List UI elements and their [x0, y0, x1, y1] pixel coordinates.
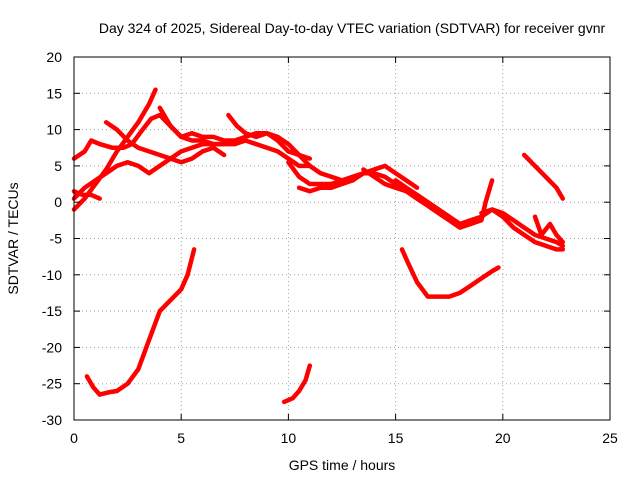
series-line-7 [226, 112, 355, 183]
y-tick-label: 0 [54, 194, 62, 210]
grid-lines [74, 57, 610, 420]
y-tick-label: -15 [42, 303, 62, 319]
y-tick-label: -25 [42, 376, 62, 392]
series-line-3 [71, 141, 227, 201]
series-line-14 [521, 152, 566, 201]
y-tick-label: -10 [42, 267, 62, 283]
x-tick-label: 10 [281, 430, 297, 446]
y-tick-label: 15 [46, 85, 62, 101]
series-line-8 [286, 160, 420, 190]
series-line-12 [479, 207, 566, 249]
x-tick-label: 0 [70, 430, 78, 446]
series-line-17 [399, 247, 501, 299]
series-line-16 [281, 363, 313, 405]
series-line-6 [157, 105, 313, 169]
chart-title: Day 324 of 2025, Sidereal Day-to-day VTE… [99, 20, 606, 36]
plot-frame [73, 56, 611, 421]
series-line-4 [71, 189, 102, 201]
y-tick-label: 5 [54, 158, 62, 174]
x-tick-label: 20 [495, 430, 511, 446]
series-line-5 [103, 120, 227, 165]
series-line-13 [532, 214, 566, 245]
x-tick-label: 5 [177, 430, 185, 446]
x-axis-label: GPS time / hours [289, 457, 396, 473]
y-tick-label: -5 [50, 231, 63, 247]
data-series [71, 87, 566, 405]
x-tick-label: 25 [602, 430, 618, 446]
y-tick-label: -30 [42, 412, 62, 428]
y-tick-label: 20 [46, 49, 62, 65]
y-tick-label: 10 [46, 122, 62, 138]
y-axis-label: SDTVAR / TECUs [5, 182, 21, 294]
series-line-15 [84, 247, 197, 397]
axis-ticks: -30 -25 -20 -15 -10 -5 0 5 10 15 20 0 5 10 15 20 25 [42, 49, 618, 446]
y-tick-label: -20 [42, 339, 62, 355]
x-tick-label: 15 [388, 430, 404, 446]
